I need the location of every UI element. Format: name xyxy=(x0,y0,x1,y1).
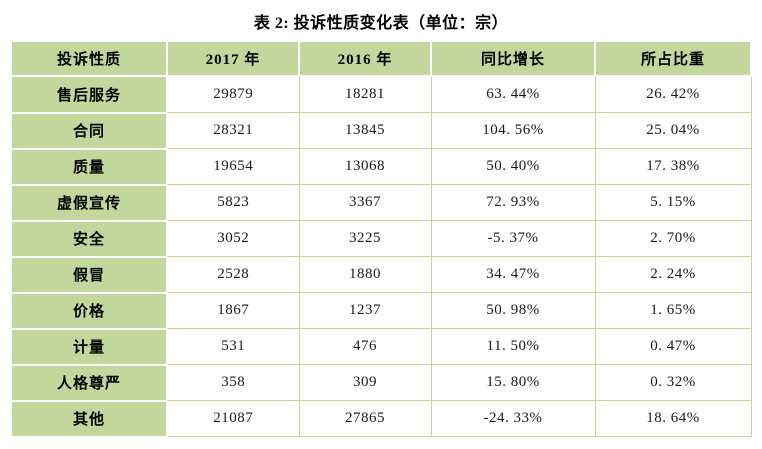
value-yoy: 72. 93% xyxy=(430,184,596,221)
value-share: 17. 38% xyxy=(594,148,752,185)
table-row: 人格尊严 358 309 15. 80% 0. 32% xyxy=(10,363,752,402)
value-yoy: 50. 98% xyxy=(430,292,596,329)
value-2016: 309 xyxy=(298,364,432,401)
value-2017: 21087 xyxy=(166,400,300,437)
value-2017: 19654 xyxy=(166,148,300,185)
column-header-nature: 投诉性质 xyxy=(10,40,168,77)
value-yoy: 34. 47% xyxy=(430,256,596,293)
value-share: 25. 04% xyxy=(594,112,752,149)
value-yoy: 11. 50% xyxy=(430,328,596,365)
page-title: 表 2: 投诉性质变化表（单位：宗） xyxy=(253,15,509,32)
value-2017: 1867 xyxy=(166,292,300,329)
value-share: 26. 42% xyxy=(594,75,752,113)
column-header-share: 所占比重 xyxy=(594,40,752,77)
row-label: 安全 xyxy=(10,219,168,258)
table-row: 假冒 2528 1880 34. 47% 2. 24% xyxy=(10,255,752,294)
row-label: 合同 xyxy=(10,111,168,150)
value-2016: 1237 xyxy=(298,292,432,329)
value-share: 5. 15% xyxy=(594,184,752,221)
row-label: 价格 xyxy=(10,291,168,330)
value-share: 2. 24% xyxy=(594,256,752,293)
value-2017: 531 xyxy=(166,328,300,365)
row-label: 其他 xyxy=(10,399,168,438)
column-header-yoy: 同比增长 xyxy=(430,40,596,77)
row-label: 假冒 xyxy=(10,255,168,294)
table-row: 售后服务 29879 18281 63. 44% 26. 42% xyxy=(10,75,752,114)
table-row: 其他 21087 27865 -24. 33% 18. 64% xyxy=(10,399,752,438)
value-2017: 358 xyxy=(166,364,300,401)
value-2016: 476 xyxy=(298,328,432,365)
value-2016: 1880 xyxy=(298,256,432,293)
table-row: 安全 3052 3225 -5. 37% 2. 70% xyxy=(10,219,752,258)
value-2017: 2528 xyxy=(166,256,300,293)
value-yoy: 63. 44% xyxy=(430,75,596,113)
table-row: 质量 19654 13068 50. 40% 17. 38% xyxy=(10,147,752,186)
value-2017: 5823 xyxy=(166,184,300,221)
value-2016: 18281 xyxy=(298,75,432,113)
value-yoy: -24. 33% xyxy=(430,400,596,437)
value-share: 18. 64% xyxy=(594,400,752,437)
table-row: 合同 28321 13845 104. 56% 25. 04% xyxy=(10,111,752,150)
value-2016: 3225 xyxy=(298,220,432,257)
value-yoy: -5. 37% xyxy=(430,220,596,257)
row-label: 质量 xyxy=(10,147,168,186)
value-yoy: 104. 56% xyxy=(430,112,596,149)
value-yoy: 15. 80% xyxy=(430,364,596,401)
value-share: 0. 32% xyxy=(594,364,752,401)
value-2017: 3052 xyxy=(166,220,300,257)
value-2017: 29879 xyxy=(166,75,300,113)
column-header-2016: 2016 年 xyxy=(298,40,432,77)
row-label: 计量 xyxy=(10,327,168,366)
value-2016: 27865 xyxy=(298,400,432,437)
table-row: 虚假宣传 5823 3367 72. 93% 5. 15% xyxy=(10,183,752,222)
table-row: 计量 531 476 11. 50% 0. 47% xyxy=(10,327,752,366)
row-label: 售后服务 xyxy=(10,75,168,114)
value-share: 2. 70% xyxy=(594,220,752,257)
value-yoy: 50. 40% xyxy=(430,148,596,185)
value-share: 1. 65% xyxy=(594,292,752,329)
row-label: 虚假宣传 xyxy=(10,183,168,222)
value-2016: 3367 xyxy=(298,184,432,221)
value-2017: 28321 xyxy=(166,112,300,149)
header-row: 投诉性质 2017 年 2016 年 同比增长 所占比重 xyxy=(10,40,752,77)
column-header-2017: 2017 年 xyxy=(166,40,300,77)
row-label: 人格尊严 xyxy=(10,363,168,402)
complaint-nature-table: 投诉性质 2017 年 2016 年 同比增长 所占比重 售后服务 29879 … xyxy=(10,40,752,438)
value-2016: 13068 xyxy=(298,148,432,185)
table-row: 价格 1867 1237 50. 98% 1. 65% xyxy=(10,291,752,330)
value-2016: 13845 xyxy=(298,112,432,149)
value-share: 0. 47% xyxy=(594,328,752,365)
